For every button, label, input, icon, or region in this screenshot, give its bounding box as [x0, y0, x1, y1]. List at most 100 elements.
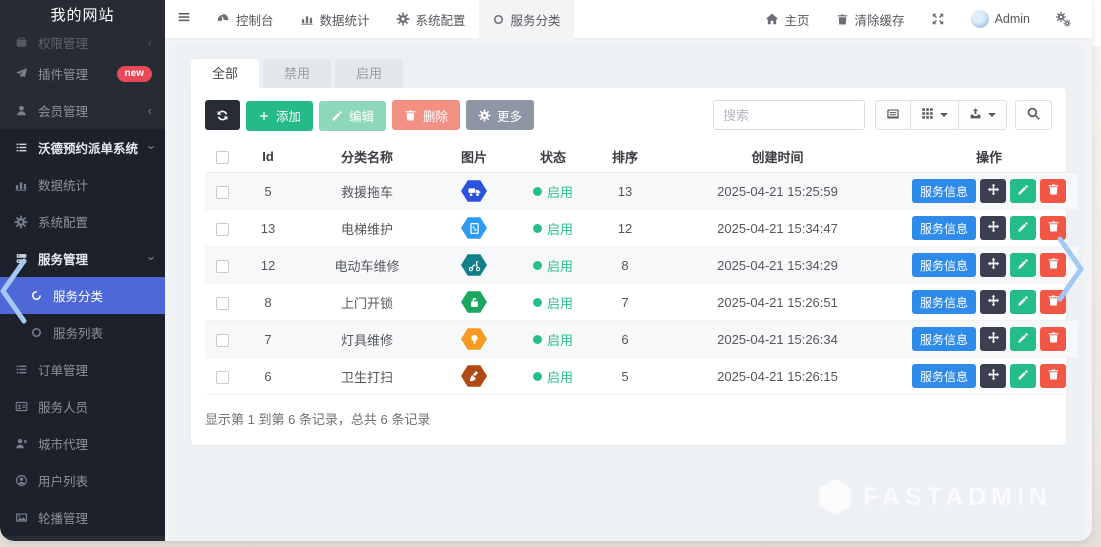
tab-disabled[interactable]: 禁用: [263, 59, 332, 88]
cell-actions: 服务信息: [900, 246, 1078, 284]
delete-button[interactable]: [1040, 179, 1066, 203]
gauge-icon: [216, 12, 230, 26]
service-info-button[interactable]: 服务信息: [911, 216, 976, 240]
sidebar-item-label: 系统配置: [38, 216, 89, 230]
edit-button[interactable]: [1010, 179, 1036, 203]
move-button[interactable]: [980, 253, 1006, 277]
delete-button[interactable]: 删除: [392, 100, 461, 130]
user-menu[interactable]: Admin: [958, 0, 1043, 39]
toggle-view-button[interactable]: [875, 100, 911, 131]
service-info-button[interactable]: 服务信息: [911, 179, 976, 203]
sidebar-item-service-list[interactable]: 服务列表: [0, 314, 165, 351]
sidebar-item-data-statistics[interactable]: 数据统计: [0, 166, 165, 203]
site-title: 我的网站: [50, 7, 115, 24]
table-header-row: Id 分类名称 图片 状态 排序 创建时间 操作: [205, 141, 1078, 173]
table-row: 5 救援拖车 启用 13 2025-04-21 15:25:59 服务信息: [205, 172, 1078, 210]
fullscreen-button[interactable]: [918, 0, 958, 39]
delete-button[interactable]: [1040, 364, 1066, 388]
sidebar-item-plugins[interactable]: 插件管理 new: [0, 55, 165, 92]
row-checkbox[interactable]: [215, 185, 229, 199]
move-button[interactable]: [980, 364, 1006, 388]
edit-button[interactable]: [1010, 253, 1036, 277]
column-header: 创建时间: [655, 141, 900, 173]
cell-actions: 服务信息: [900, 209, 1078, 247]
row-checkbox[interactable]: [215, 259, 229, 273]
nav-tab-service-category[interactable]: 服务分类: [478, 0, 574, 39]
cell-sort: 13: [595, 172, 655, 210]
edit-button[interactable]: [1010, 364, 1036, 388]
sidebar-item-service-category[interactable]: 服务分类: [0, 277, 165, 314]
home-label: 主页: [784, 13, 810, 28]
edit-button[interactable]: 编辑: [319, 100, 387, 131]
sidebar-item-carousel-management[interactable]: 轮播管理: [0, 499, 165, 536]
sidebar-item-service-management[interactable]: 服务管理 ‹: [0, 240, 165, 277]
cell-id: 6: [239, 357, 297, 395]
status-dot-icon: [532, 334, 542, 344]
circle-icon: [492, 13, 505, 26]
delete-button[interactable]: [1040, 253, 1066, 277]
move-button[interactable]: [980, 216, 1006, 240]
edit-button[interactable]: [1010, 290, 1036, 314]
sidebar-toggle-button[interactable]: [165, 10, 203, 29]
columns-button[interactable]: [911, 100, 959, 131]
settings-button[interactable]: [1043, 0, 1084, 39]
sidebar-item-label: 订单管理: [38, 364, 89, 378]
row-checkbox[interactable]: [215, 296, 229, 310]
refresh-button[interactable]: [205, 100, 240, 130]
move-button[interactable]: [980, 327, 1006, 351]
service-info-button[interactable]: 服务信息: [911, 327, 976, 351]
row-checkbox[interactable]: [215, 333, 229, 347]
service-info-button[interactable]: 服务信息: [911, 290, 976, 314]
sidebar-item-wode-dispatch-system[interactable]: 沃德预约派单系统 ‹: [0, 129, 165, 166]
nav-tab-system-config[interactable]: 系统配置: [383, 0, 479, 39]
new-badge: new: [116, 65, 152, 82]
more-button[interactable]: 更多: [466, 100, 535, 130]
service-info-button[interactable]: 服务信息: [911, 253, 976, 277]
tab-all[interactable]: 全部: [191, 59, 260, 88]
row-checkbox[interactable]: [215, 370, 229, 384]
search-button[interactable]: [1015, 100, 1052, 131]
column-header: 操作: [900, 141, 1078, 173]
export-button[interactable]: [959, 100, 1007, 131]
delete-button[interactable]: [1040, 290, 1066, 314]
move-icon: [987, 257, 1000, 273]
cell-sort: 8: [595, 246, 655, 284]
nav-tab-dashboard[interactable]: 控制台: [203, 0, 287, 39]
delete-button[interactable]: [1040, 327, 1066, 351]
sidebar-item-system-config[interactable]: 系统配置: [0, 203, 165, 240]
tab-enabled[interactable]: 启用: [335, 59, 404, 88]
fastadmin-watermark: FASTADMIN: [819, 479, 1052, 515]
sidebar-item-label: 数据统计: [38, 179, 89, 193]
filter-tabs: 全部 禁用 启用: [175, 45, 1082, 88]
pencil-icon: [1017, 221, 1029, 236]
row-checkbox[interactable]: [215, 222, 229, 236]
home-link[interactable]: 主页: [752, 0, 823, 39]
edit-button[interactable]: [1010, 327, 1036, 351]
circle-icon: [28, 326, 44, 339]
select-all-checkbox[interactable]: [215, 151, 229, 165]
sidebar-item-members[interactable]: 会员管理 ‹: [0, 92, 165, 129]
clear-cache-button[interactable]: 清除缓存: [823, 0, 918, 39]
search-input[interactable]: [713, 100, 865, 131]
top-navbar: 控制台 数据统计 系统配置 服务分类 主页 清除缓存 Admin: [165, 0, 1092, 39]
add-button[interactable]: 添加: [246, 100, 314, 131]
delete-button[interactable]: [1040, 216, 1066, 240]
sidebar-item-service-staff[interactable]: 服务人员: [0, 388, 165, 425]
sidebar-item-order-management[interactable]: 订单管理: [0, 351, 165, 388]
edit-button[interactable]: [1010, 216, 1036, 240]
bars-icon: [300, 12, 314, 26]
service-info-button[interactable]: 服务信息: [911, 364, 976, 388]
sidebar-item-permissions[interactable]: 权限管理 ‹: [0, 30, 165, 55]
sidebar-item-user-list[interactable]: 用户列表: [0, 462, 165, 499]
sidebar-item-label: 服务管理: [38, 253, 89, 267]
id-card-icon: [13, 400, 29, 413]
move-icon: [987, 183, 1000, 199]
cell-actions: 服务信息: [900, 357, 1078, 395]
move-button[interactable]: [980, 179, 1006, 203]
table-row: 7 灯具维修 启用 6 2025-04-21 15:26:34 服务信息: [205, 320, 1078, 358]
sidebar-item-city-agent[interactable]: 城市代理: [0, 425, 165, 462]
status-dot-icon: [532, 297, 542, 307]
nav-tab-data-statistics[interactable]: 数据统计: [287, 0, 383, 39]
move-button[interactable]: [980, 290, 1006, 314]
gearsm-icon: [478, 108, 491, 122]
